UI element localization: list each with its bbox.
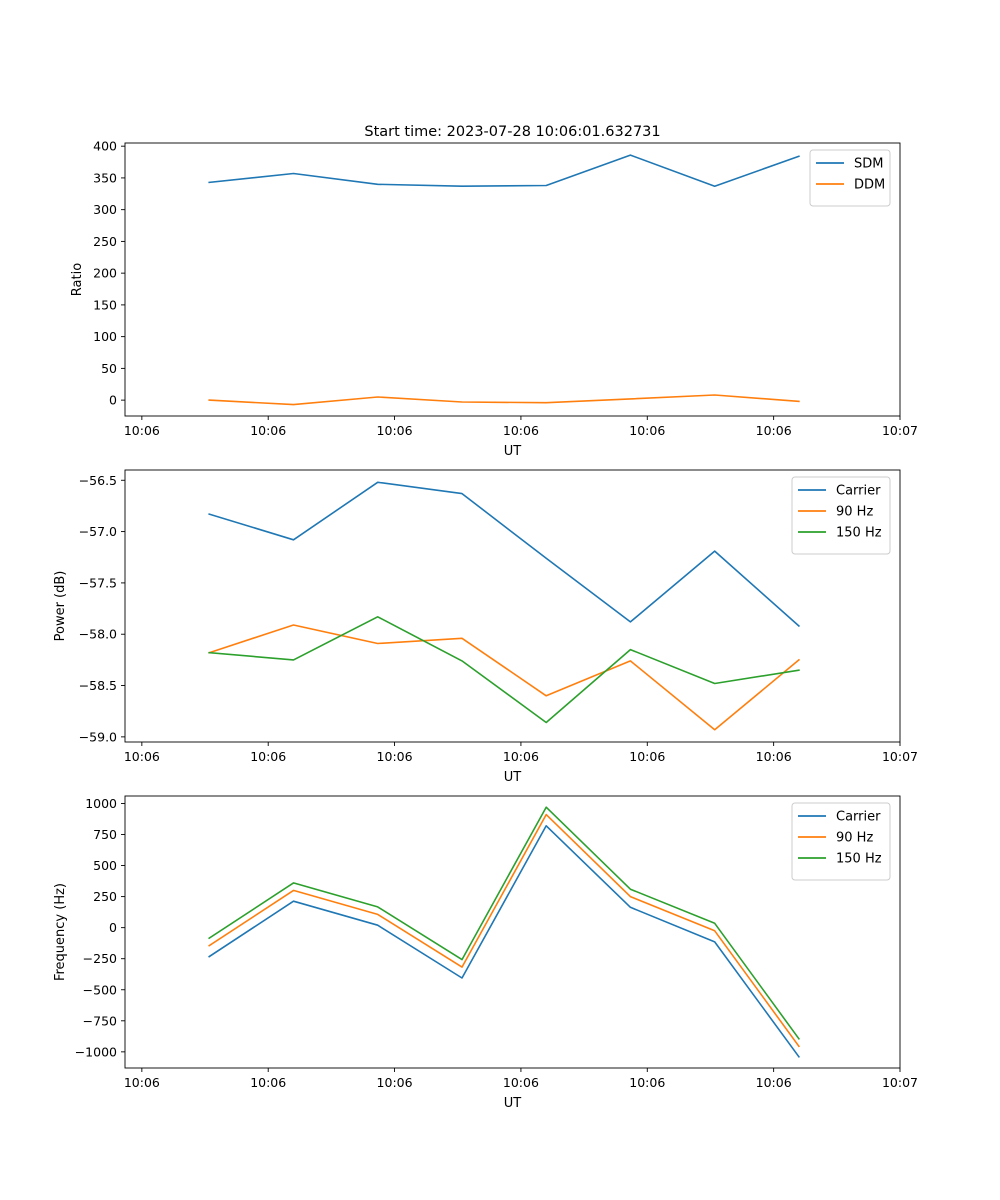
plot-frame [124, 469, 901, 743]
y-axis-label: Frequency (Hz) [53, 883, 68, 981]
x-tick-label: 10:06 [503, 423, 539, 438]
x-tick-label: 10:06 [756, 423, 792, 438]
y-tick-label: 500 [93, 858, 117, 873]
y-tick-label: −500 [83, 982, 117, 997]
x-tick-label: 10:06 [124, 1075, 160, 1090]
y-tick-label: 750 [93, 827, 117, 842]
x-tick-label: 10:07 [882, 423, 918, 438]
legend-box [791, 476, 891, 555]
x-tick-label: 10:07 [882, 1075, 918, 1090]
x-tick-label: 10:06 [756, 749, 792, 764]
y-axis-label: Power (dB) [53, 571, 68, 642]
y-tick-label: 100 [93, 329, 117, 344]
y-tick-label: −58.5 [79, 678, 117, 693]
y-tick-label: −58.0 [79, 627, 117, 642]
y-tick-label: −250 [83, 951, 117, 966]
series-line-carrier [208, 481, 801, 628]
y-tick-label: 250 [93, 889, 117, 904]
legend: SDM DDM [809, 149, 891, 207]
legend-label: SDM [854, 157, 883, 172]
x-tick-label: 10:06 [629, 423, 665, 438]
chart-3: 10:06 10:06 10:06 10:06 10:06 10:06 10:07 −1000… [53, 795, 918, 1111]
legend-label: 90 Hz [836, 831, 873, 846]
y-tick-label: −56.5 [79, 473, 117, 488]
y-tick-label: 250 [93, 234, 117, 249]
y-tick-label: 400 [93, 139, 117, 154]
legend-box [791, 802, 891, 881]
series-line-carrier [208, 824, 801, 1058]
y-tick-label: 50 [101, 361, 117, 376]
x-tick-label: 10:06 [124, 423, 160, 438]
x-tick-label: 10:06 [503, 749, 539, 764]
legend-label: 150 Hz [836, 852, 882, 867]
legend-label: Carrier [836, 810, 881, 825]
series-line-150-hz [208, 615, 800, 724]
series-line-90-hz [208, 624, 801, 731]
x-tick-label: 10:06 [629, 749, 665, 764]
x-tick-label: 10:06 [250, 423, 286, 438]
series-line-150-hz [208, 806, 801, 1040]
plot-frame [124, 142, 901, 417]
x-tick-label: 10:06 [377, 749, 413, 764]
y-tick-label: −57.0 [79, 524, 117, 539]
y-tick-label: 300 [93, 202, 117, 217]
legend: Carrier 90 Hz 150 Hz [791, 802, 891, 881]
legend-label: 150 Hz [836, 526, 882, 541]
y-axis-label: Ratio [70, 263, 85, 296]
x-tick-label: 10:06 [377, 1075, 413, 1090]
y-tick-label: 200 [93, 266, 117, 281]
x-axis-label: UT [504, 770, 522, 785]
legend-label: DDM [854, 178, 885, 193]
y-tick-label: −59.0 [79, 729, 117, 744]
y-tick-label: −57.5 [79, 575, 117, 590]
x-axis-label: UT [504, 1096, 522, 1111]
plot-frame [124, 795, 901, 1069]
y-tick-label: −750 [83, 1013, 117, 1028]
legend: Carrier 90 Hz 150 Hz [791, 476, 891, 555]
x-tick-label: 10:06 [250, 1075, 286, 1090]
series-line-90-hz [208, 813, 801, 1048]
x-tick-label: 10:06 [756, 1075, 792, 1090]
series-line-sdm [208, 154, 800, 187]
x-tick-label: 10:06 [503, 1075, 539, 1090]
x-tick-label: 10:06 [250, 749, 286, 764]
legend-label: 90 Hz [836, 505, 873, 520]
y-tick-label: 1000 [85, 796, 117, 811]
y-tick-label: −1000 [75, 1044, 117, 1059]
chart-2: 10:06 10:06 10:06 10:06 10:06 10:06 10:07 −59.0… [53, 469, 918, 785]
legend-label: Carrier [836, 484, 881, 499]
legend-box [809, 149, 891, 207]
x-tick-label: 10:07 [882, 749, 918, 764]
x-axis-label: UT [504, 444, 522, 459]
x-tick-label: 10:06 [377, 423, 413, 438]
y-tick-label: 0 [109, 393, 117, 408]
y-tick-label: 350 [93, 170, 117, 185]
y-tick-label: 150 [93, 297, 117, 312]
x-tick-label: 10:06 [124, 749, 160, 764]
chart-1: Start time: 2023-07-28 10:06:01.632731 10… [70, 124, 918, 459]
x-tick-label: 10:06 [629, 1075, 665, 1090]
chart-title: Start time: 2023-07-28 10:06:01.632731 [364, 124, 660, 140]
series-line-ddm [208, 394, 800, 406]
y-tick-label: 0 [109, 920, 117, 935]
